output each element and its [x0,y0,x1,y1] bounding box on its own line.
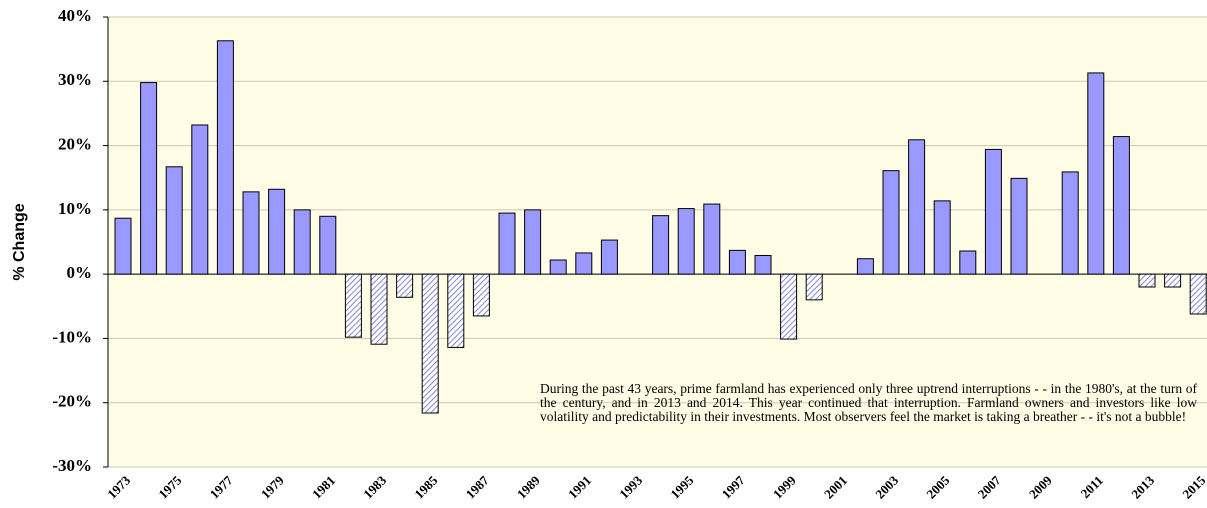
y-axis-title: % Change [11,203,28,280]
bar [575,252,593,275]
bar [652,215,670,275]
bar [524,209,542,275]
bar [114,217,132,275]
annotation: During the past 43 years, prime farmland… [540,381,1197,424]
bar [293,209,311,275]
bar [882,170,900,275]
bar [344,273,362,338]
bar [191,124,209,275]
bar [1138,273,1156,288]
x-tick-label: 1973 [104,472,133,501]
bar [984,148,1002,275]
x-tick-label: 2011 [1078,473,1106,501]
bar [933,200,951,275]
bar [498,212,516,275]
y-tick-label: 30% [58,70,92,89]
x-tick-label: 2015 [1179,472,1207,501]
bar [1010,177,1028,275]
x-tick-label: 2005 [923,472,952,501]
bar [396,273,414,298]
x-tick-label: 2013 [1128,472,1157,501]
x-tick-label: 1989 [514,472,543,501]
bar [959,250,977,275]
bar [856,258,874,275]
bar [421,273,439,414]
bar [165,166,183,275]
bar [549,259,567,275]
x-tick-label: 1983 [360,472,389,501]
x-tick-label: 1991 [565,473,594,502]
bar [600,239,618,275]
bar [754,255,772,275]
bar [1164,273,1182,288]
x-tick-label: 2003 [872,472,901,501]
y-tick-label: -10% [52,327,92,346]
bar [1189,273,1207,315]
bar [319,215,337,275]
x-tick-label: 1999 [770,472,799,501]
x-tick-label: 1979 [258,472,287,501]
bar [140,82,158,275]
bar [1061,171,1079,275]
bar [1112,136,1130,275]
bar [728,249,746,275]
bar [216,40,234,275]
x-tick-label: 1985 [411,472,440,501]
x-tick-label: 1997 [719,472,748,501]
x-tick-label: 2009 [1026,472,1055,501]
bar [908,139,926,275]
x-tick-label: 2007 [975,472,1004,501]
y-tick-label: -20% [52,392,92,411]
bar [370,273,388,345]
bar [242,191,260,275]
y-tick-label: 0% [67,263,93,282]
x-tick-label: 1981 [309,473,338,502]
x-tick-label: 1995 [667,472,696,501]
x-tick-label: 1975 [155,472,184,501]
bar [472,273,490,317]
y-tick-label: 40% [58,6,92,25]
x-tick-label: 1977 [207,472,236,501]
x-tick-label: 1993 [616,472,645,501]
bar [780,273,798,340]
y-tick-label: 10% [58,199,92,218]
bar [805,273,823,301]
x-tick-label: 2001 [821,473,850,502]
bar [268,188,286,275]
bar [703,203,721,275]
y-tick-label: 20% [58,134,92,153]
bar [677,208,695,275]
bar [1087,72,1105,275]
y-tick-label: -30% [52,456,92,475]
x-tick-label: 1987 [463,472,492,501]
bar [447,273,465,348]
